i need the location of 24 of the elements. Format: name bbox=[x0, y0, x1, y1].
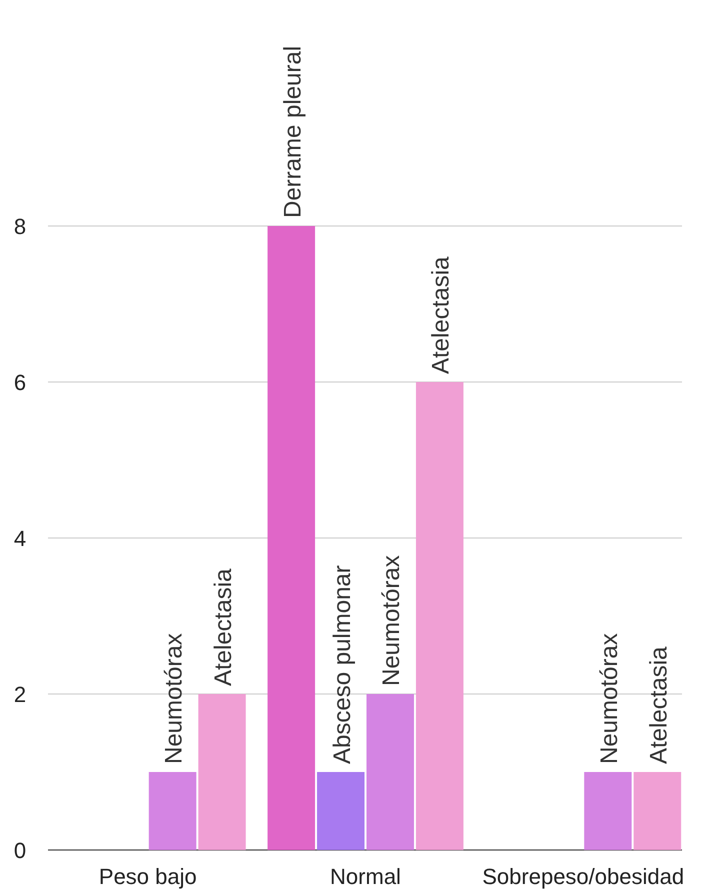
x-tick-label: Peso bajo bbox=[98, 864, 197, 889]
bar bbox=[317, 772, 365, 850]
text: Neumotórax bbox=[378, 555, 406, 686]
y-tick-label: 0 bbox=[14, 838, 26, 863]
bar bbox=[634, 772, 682, 850]
bar bbox=[584, 772, 632, 850]
bar bbox=[148, 772, 196, 850]
x-tick-label: Sobrepeso/obesidad bbox=[482, 864, 684, 889]
bar bbox=[416, 382, 464, 850]
bar bbox=[198, 694, 246, 850]
y-tick-label: 6 bbox=[14, 370, 26, 395]
x-tick-label: Normal bbox=[330, 864, 401, 889]
y-tick-label: 8 bbox=[14, 214, 26, 239]
bar bbox=[366, 694, 414, 850]
text: Atelectasia bbox=[428, 256, 455, 374]
y-tick-label: 4 bbox=[14, 526, 26, 551]
text: Atelectasia bbox=[210, 568, 238, 686]
y-tick-label: 2 bbox=[14, 682, 26, 707]
text: Atelectasia bbox=[645, 646, 672, 764]
bar bbox=[268, 226, 316, 850]
text: Absceso pulmonar bbox=[328, 565, 356, 764]
text: Neumotórax bbox=[160, 633, 188, 764]
text: Derrame pleural bbox=[279, 46, 306, 218]
text: Neumotórax bbox=[596, 633, 623, 764]
